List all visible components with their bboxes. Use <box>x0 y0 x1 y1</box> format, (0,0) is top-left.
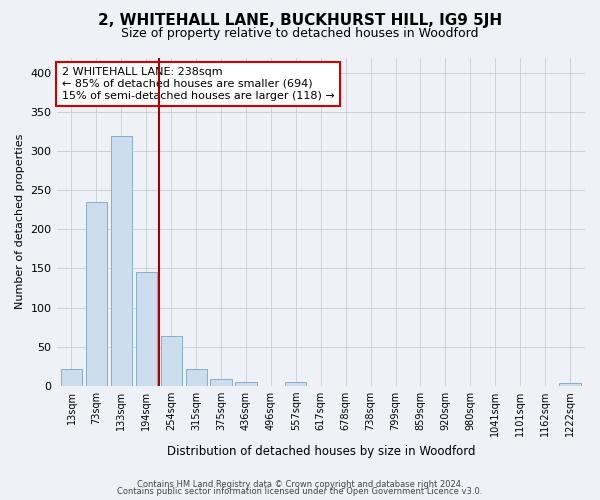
Text: 2 WHITEHALL LANE: 238sqm
← 85% of detached houses are smaller (694)
15% of semi-: 2 WHITEHALL LANE: 238sqm ← 85% of detach… <box>62 68 335 100</box>
Text: 2, WHITEHALL LANE, BUCKHURST HILL, IG9 5JH: 2, WHITEHALL LANE, BUCKHURST HILL, IG9 5… <box>98 12 502 28</box>
Bar <box>211 380 232 386</box>
Text: Contains public sector information licensed under the Open Government Licence v3: Contains public sector information licen… <box>118 488 482 496</box>
Bar <box>185 370 207 386</box>
Bar <box>136 272 157 386</box>
Text: Contains HM Land Registry data © Crown copyright and database right 2024.: Contains HM Land Registry data © Crown c… <box>137 480 463 489</box>
Bar <box>285 382 307 386</box>
Bar <box>235 382 257 386</box>
Y-axis label: Number of detached properties: Number of detached properties <box>15 134 25 310</box>
Bar <box>86 202 107 386</box>
Bar <box>111 136 132 386</box>
Bar <box>559 382 581 386</box>
Bar <box>61 370 82 386</box>
Text: Size of property relative to detached houses in Woodford: Size of property relative to detached ho… <box>121 28 479 40</box>
X-axis label: Distribution of detached houses by size in Woodford: Distribution of detached houses by size … <box>167 444 475 458</box>
Bar <box>161 336 182 386</box>
